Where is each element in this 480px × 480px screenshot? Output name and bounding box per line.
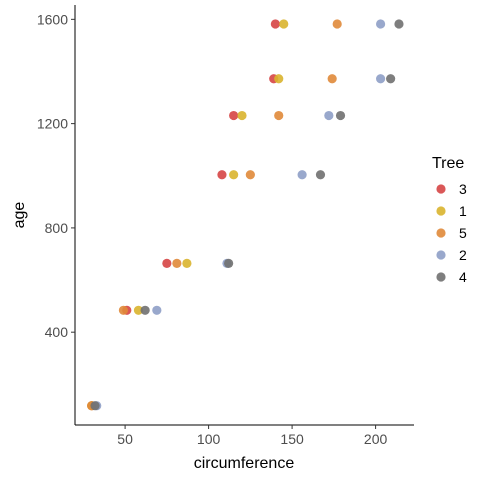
data-point <box>133 305 144 315</box>
legend-label: 1 <box>459 203 467 219</box>
legend-label: 3 <box>459 181 467 197</box>
data-point <box>274 110 284 121</box>
x-axis-title: circumference <box>194 455 295 472</box>
x-tick-label: 50 <box>117 431 133 447</box>
data-point <box>297 170 307 180</box>
axes-layer <box>74 5 414 426</box>
data-point <box>118 305 129 315</box>
data-point <box>237 110 247 121</box>
data-point <box>152 305 162 315</box>
data-point <box>245 170 255 180</box>
data-point <box>394 19 404 29</box>
data-point <box>140 305 150 315</box>
x-tick-label: 100 <box>197 431 221 447</box>
data-point <box>224 258 234 268</box>
legend-key <box>436 272 446 282</box>
data-point <box>386 74 396 84</box>
legend: Tree 3 1 5 2 4 <box>432 155 467 285</box>
y-tick-label: 400 <box>45 324 69 340</box>
data-point <box>270 19 280 29</box>
series-tree-4 <box>90 19 404 411</box>
y-tick-label: 1600 <box>37 11 68 27</box>
y-axis-title: age <box>11 202 28 229</box>
legend-label: 5 <box>459 225 467 241</box>
series-tree-2 <box>92 19 386 411</box>
ticks-layer: 50 100 150 200 400 800 1200 1600 <box>37 11 388 447</box>
data-point <box>376 74 386 84</box>
data-point <box>335 110 346 121</box>
legend-key <box>436 228 446 238</box>
data-point <box>274 74 284 84</box>
y-tick-label: 1200 <box>37 116 68 132</box>
data-point <box>90 401 100 411</box>
data-point <box>324 110 334 121</box>
data-point <box>172 258 182 268</box>
series-tree-1 <box>87 19 289 411</box>
data-point <box>182 258 192 268</box>
data-point <box>162 258 172 268</box>
series-tree-3 <box>87 19 280 411</box>
data-point <box>279 19 289 29</box>
points-layer <box>87 19 404 411</box>
x-tick-label: 150 <box>280 431 304 447</box>
legend-label: 4 <box>459 269 467 285</box>
data-point <box>376 19 386 29</box>
data-point <box>217 170 227 180</box>
data-point <box>229 110 239 121</box>
data-point <box>332 19 342 29</box>
legend-title: Tree <box>432 155 464 172</box>
data-point <box>315 170 326 180</box>
data-point <box>327 74 337 84</box>
x-tick-label: 200 <box>364 431 388 447</box>
legend-key <box>436 184 446 194</box>
y-tick-label: 800 <box>45 220 69 236</box>
legend-label: 2 <box>459 247 467 263</box>
data-point <box>229 170 239 180</box>
legend-key <box>436 250 446 260</box>
series-tree-5 <box>87 19 342 411</box>
legend-key <box>436 206 446 216</box>
